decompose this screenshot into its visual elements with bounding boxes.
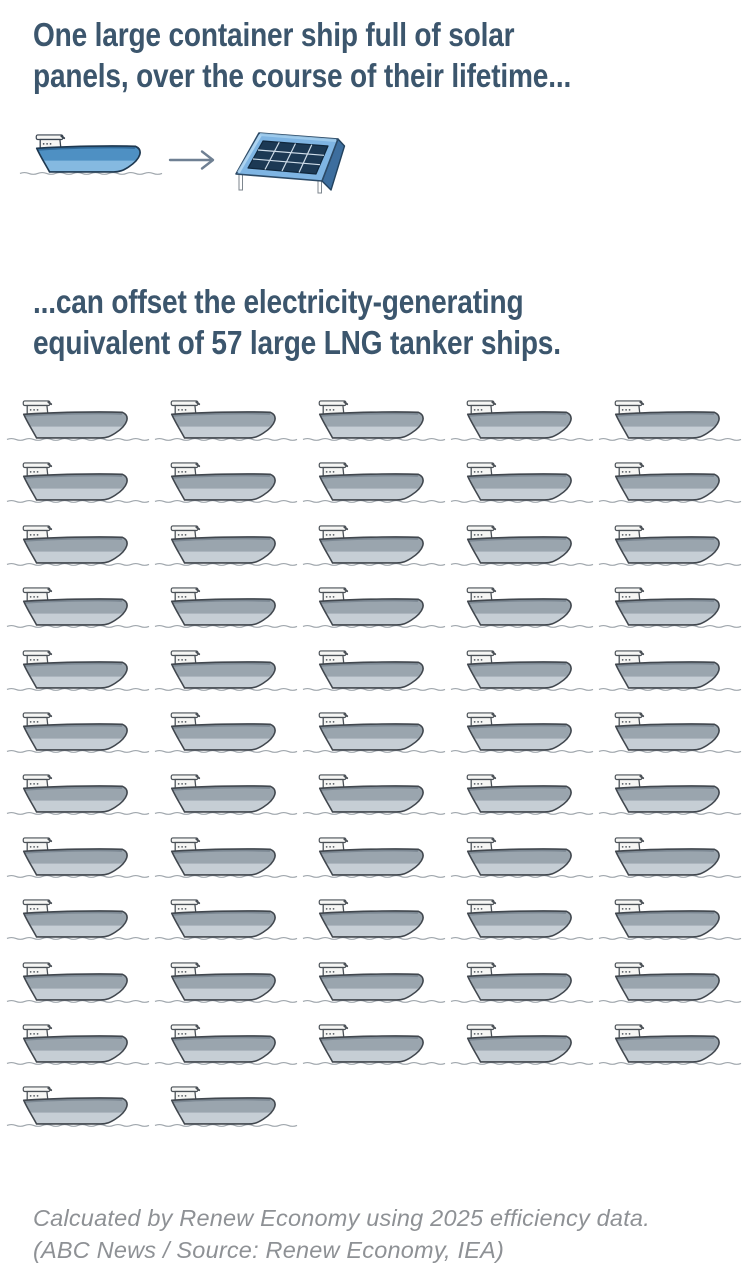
- lng-tanker-ship-icon: [597, 897, 745, 959]
- lng-tanker-ship-icon: [301, 585, 449, 647]
- lng-tanker-ship-icon: [597, 960, 745, 1022]
- lng-tanker-ship-icon: [301, 710, 449, 772]
- lng-tanker-ship-icon: [597, 772, 745, 834]
- lng-tanker-ship-icon: [301, 398, 449, 460]
- lng-tanker-ship-icon: [5, 835, 153, 897]
- source-note: Calcuated by Renew Economy using 2025 ef…: [33, 1203, 650, 1266]
- lng-tanker-ship-icon: [5, 648, 153, 710]
- lng-tanker-ship-icon: [449, 398, 597, 460]
- lng-tanker-ship-icon: [5, 398, 153, 460]
- lng-tanker-ship-icon: [301, 835, 449, 897]
- lng-tanker-ship-icon: [153, 648, 301, 710]
- lng-tanker-ship-icon: [449, 1022, 597, 1084]
- lng-tanker-ship-icon: [597, 1022, 745, 1084]
- lng-tanker-ship-icon: [597, 648, 745, 710]
- solar-panel-roof-icon: [235, 132, 346, 194]
- lng-tanker-ship-icon: [153, 460, 301, 522]
- lng-tanker-ship-icon: [597, 460, 745, 522]
- lng-tanker-ship-icon: [301, 897, 449, 959]
- lng-ship-grid: [5, 398, 745, 1147]
- lng-tanker-ship-icon: [301, 460, 449, 522]
- lng-tanker-ship-icon: [301, 523, 449, 585]
- lng-tanker-ship-icon: [5, 460, 153, 522]
- headline-top-line1: One large container ship full of solar: [33, 16, 515, 53]
- lng-tanker-ship-icon: [449, 523, 597, 585]
- lng-tanker-ship-icon: [5, 585, 153, 647]
- headline-top-line2: panels, over the course of their lifetim…: [33, 57, 572, 94]
- headline-bottom: ...can offset the electricity-generating…: [33, 281, 561, 363]
- lng-tanker-ship-icon: [597, 523, 745, 585]
- lng-tanker-ship-icon: [449, 835, 597, 897]
- lng-tanker-ship-icon: [153, 585, 301, 647]
- lng-tanker-ship-icon: [153, 960, 301, 1022]
- lng-tanker-ship-icon: [5, 710, 153, 772]
- lng-tanker-ship-icon: [597, 835, 745, 897]
- lng-tanker-ship-icon: [449, 897, 597, 959]
- headline-bottom-line2: equivalent of 57 large LNG tanker ships.: [33, 324, 561, 361]
- lng-tanker-ship-icon: [153, 1084, 301, 1146]
- lng-tanker-ship-icon: [5, 772, 153, 834]
- lng-tanker-ship-icon: [301, 648, 449, 710]
- lng-tanker-ship-icon: [153, 710, 301, 772]
- headline-top: One large container ship full of solar pa…: [33, 14, 571, 96]
- lng-tanker-ship-icon: [5, 897, 153, 959]
- lng-tanker-ship-icon: [449, 460, 597, 522]
- source-note-line2: (ABC News / Source: Renew Economy, IEA): [33, 1236, 504, 1263]
- lng-tanker-ship-icon: [301, 1022, 449, 1084]
- lng-tanker-ship-icon: [153, 523, 301, 585]
- lng-tanker-ship-icon: [5, 960, 153, 1022]
- lng-tanker-ship-icon: [153, 772, 301, 834]
- lng-tanker-ship-icon: [153, 398, 301, 460]
- lng-tanker-ship-icon: [449, 710, 597, 772]
- lng-tanker-ship-icon: [153, 835, 301, 897]
- lng-tanker-ship-icon: [153, 897, 301, 959]
- lng-tanker-ship-icon: [5, 1084, 153, 1146]
- source-note-line1: Calcuated by Renew Economy using 2025 ef…: [33, 1205, 650, 1231]
- lng-tanker-ship-icon: [5, 523, 153, 585]
- lng-tanker-ship-icon: [153, 1022, 301, 1084]
- lng-tanker-ship-icon: [449, 648, 597, 710]
- lng-tanker-ship-icon: [301, 960, 449, 1022]
- lng-tanker-ship-icon: [449, 585, 597, 647]
- lng-tanker-ship-icon: [597, 710, 745, 772]
- right-arrow-icon: [168, 150, 215, 170]
- headline-bottom-line1: ...can offset the electricity-generating: [33, 283, 524, 320]
- lng-tanker-ship-icon: [301, 772, 449, 834]
- container-ship-icon: [18, 132, 164, 183]
- lng-tanker-ship-icon: [597, 585, 745, 647]
- lng-tanker-ship-icon: [449, 960, 597, 1022]
- lng-tanker-ship-icon: [449, 772, 597, 834]
- lng-tanker-ship-icon: [5, 1022, 153, 1084]
- lng-tanker-ship-icon: [597, 398, 745, 460]
